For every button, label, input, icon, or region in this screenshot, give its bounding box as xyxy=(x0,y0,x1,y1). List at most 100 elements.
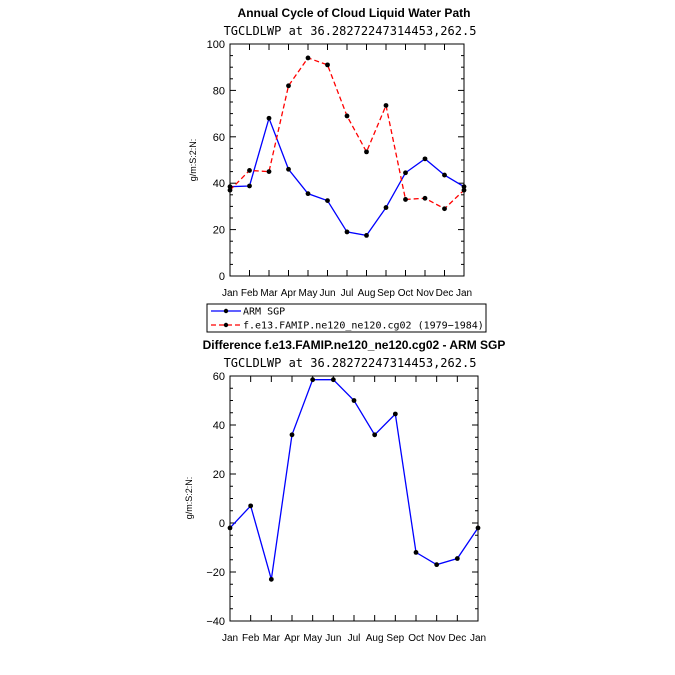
c1-xtick-label: Apr xyxy=(281,288,297,299)
c2-series-0-point xyxy=(413,550,419,555)
c1-series-line-0 xyxy=(229,116,465,237)
c1-xtick-label: Jun xyxy=(319,288,335,299)
c2-ytick-label: 40 xyxy=(213,420,225,432)
c1-ytick-label: 40 xyxy=(213,178,225,190)
c1-series-0-point xyxy=(344,229,350,235)
c2-series-0-point xyxy=(227,525,233,531)
c2-series-0-point xyxy=(475,525,481,531)
difference-chart: Difference f.e13.FAMIP.ne120_ne120.cg02 … xyxy=(184,338,505,644)
c2-xtick-label: Mar xyxy=(263,633,281,644)
chart2-title: Difference f.e13.FAMIP.ne120_ne120.cg02 … xyxy=(203,338,506,352)
chart1-x-ticks: Jan Feb Mar Apr May Jun Jul Aug Sep Oct Nov Dec Jan xyxy=(222,44,472,299)
c1-ytick-label: 60 xyxy=(213,132,225,144)
c2-series-0-point xyxy=(392,411,398,417)
c2-xtick-label: Oct xyxy=(408,633,424,644)
chart1-series xyxy=(227,55,467,238)
c1-ytick-label: 20 xyxy=(213,225,225,237)
c2-xtick-label: Jun xyxy=(325,633,341,644)
c2-ytick-label: 60 xyxy=(213,371,225,383)
c1-series-1-point xyxy=(383,103,389,108)
c2-xtick-label: May xyxy=(303,633,322,644)
chart2-x-ticks: Jan Feb Mar Apr May Jun Jul Aug Sep Oct Nov Dec Jan xyxy=(222,376,486,644)
c1-series-1-point xyxy=(305,55,311,61)
c2-series-0-point xyxy=(248,503,254,509)
c2-ytick-label: −20 xyxy=(206,567,225,579)
c2-xtick-label: Nov xyxy=(428,633,446,644)
c1-series-0-point xyxy=(364,233,369,238)
chart1-title: Annual Cycle of Cloud Liquid Water Path xyxy=(238,6,471,20)
c2-ytick-label: −40 xyxy=(206,616,225,628)
c1-series-0-point xyxy=(286,166,291,172)
c1-xtick-label: Aug xyxy=(358,288,376,299)
c1-series-0-point xyxy=(227,184,233,190)
c2-series-0-point xyxy=(351,398,357,403)
chart1-y-ticks: 0 20 40 60 80 100 xyxy=(207,39,464,283)
chart2-series xyxy=(227,377,481,582)
chart2-plot-frame xyxy=(229,375,479,622)
c1-series-1-point xyxy=(403,197,408,202)
c2-ytick-label: 0 xyxy=(219,518,225,530)
c1-series-0-point xyxy=(325,198,330,204)
c1-series-1-point xyxy=(227,187,233,193)
c2-series-line-0 xyxy=(229,379,479,580)
c2-series-0-point xyxy=(372,432,378,438)
c1-series-1-point xyxy=(286,83,291,89)
c1-xtick-label: Feb xyxy=(241,288,259,299)
c2-xtick-label: Sep xyxy=(386,633,404,644)
c2-xtick-label: Apr xyxy=(284,633,300,644)
c1-ytick-label: 100 xyxy=(207,39,225,51)
c1-xtick-label: Dec xyxy=(436,288,454,299)
c1-series-1-point xyxy=(461,187,467,193)
c1-series-0-point xyxy=(247,183,252,189)
c1-series-1-point xyxy=(364,149,369,155)
c2-xtick-label: Jan xyxy=(470,633,486,644)
legend-marker-arm-sgp xyxy=(223,308,229,314)
c2-series-0-point xyxy=(268,576,274,582)
c1-series-0-point xyxy=(403,170,408,176)
c1-series-1-point xyxy=(422,195,428,201)
legend-label-model: f.e13.FAMIP.ne120_ne120.cg02 (1979−1984) xyxy=(243,321,484,332)
c2-xtick-label: Jul xyxy=(348,633,361,644)
c1-xtick-label: May xyxy=(299,288,318,299)
legend-marker-model xyxy=(223,322,229,328)
c2-ytick-label: 20 xyxy=(213,469,225,481)
c2-series-0-point xyxy=(289,432,295,438)
c2-series-0-point xyxy=(454,556,460,561)
c1-xtick-label: Mar xyxy=(260,288,278,299)
c1-series-1-point xyxy=(266,169,272,175)
c1-series-0-point xyxy=(383,205,389,210)
c2-xtick-label: Aug xyxy=(366,633,384,644)
c2-series-0-point xyxy=(330,377,336,383)
chart2-subtitle: TGCLDLWP at 36.28272247314453,262.5 xyxy=(224,356,477,370)
c1-series-1-point xyxy=(247,168,252,173)
c1-ytick-label: 80 xyxy=(213,85,225,97)
chart2-y-ticks: −40 −20 0 20 40 60 xyxy=(206,371,478,628)
c1-series-0-point xyxy=(461,184,467,190)
c1-xtick-label: Jul xyxy=(341,288,354,299)
legend-frame xyxy=(206,303,487,333)
c1-series-1-point xyxy=(442,206,447,212)
c2-xtick-label: Jan xyxy=(222,633,238,644)
c1-series-0-point xyxy=(422,156,428,162)
chart1-plot-frame xyxy=(229,43,465,277)
c1-series-0-point xyxy=(266,115,272,121)
c1-series-1-point xyxy=(325,62,330,68)
cloud-water-annual-cycle-chart: Annual Cycle of Cloud Liquid Water Path … xyxy=(188,6,487,333)
legend-label-arm-sgp: ARM SGP xyxy=(243,307,285,318)
chart1-y-axis-label: g/m:S:2:N: xyxy=(188,139,198,182)
c1-ytick-label: 0 xyxy=(219,271,225,283)
c2-xtick-label: Dec xyxy=(448,633,466,644)
chart2-y-axis-label: g/m:S:2:N: xyxy=(184,477,194,520)
c2-xtick-label: Feb xyxy=(242,633,260,644)
chart1-legend: ARM SGP f.e13.FAMIP.ne120_ne120.cg02 (19… xyxy=(206,303,487,333)
c1-xtick-label: Nov xyxy=(416,288,434,299)
c1-series-0-point xyxy=(442,172,447,178)
c1-xtick-label: Jan xyxy=(456,288,472,299)
c1-xtick-label: Jan xyxy=(222,288,238,299)
c2-series-0-point xyxy=(434,562,440,568)
chart1-subtitle: TGCLDLWP at 36.28272247314453,262.5 xyxy=(224,24,477,38)
c2-series-0-point xyxy=(310,377,316,383)
c1-xtick-label: Sep xyxy=(377,288,395,299)
c1-series-1-point xyxy=(344,113,350,119)
